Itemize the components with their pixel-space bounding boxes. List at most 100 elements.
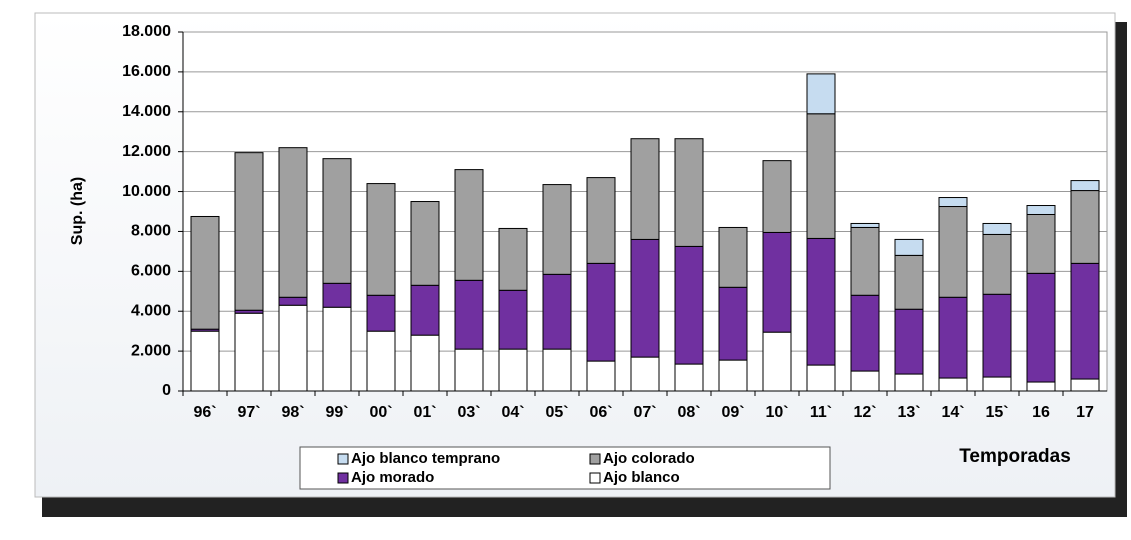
bar-segment	[630, 356, 660, 392]
y-tick-label: 0	[162, 382, 171, 399]
bar-segment	[1070, 378, 1100, 392]
bar-segment	[806, 237, 836, 366]
bar-segment	[850, 370, 880, 392]
bar-segment	[234, 152, 264, 311]
x-tick-label: 97`	[237, 404, 260, 421]
bar-segment	[322, 158, 352, 284]
bar-segment	[1026, 381, 1056, 392]
y-tick-label: 10.000	[122, 183, 171, 200]
bar-segment	[234, 312, 264, 392]
bar-segment	[894, 254, 924, 310]
bar-segment	[454, 348, 484, 392]
bar-segment	[278, 296, 308, 306]
x-tick-label: 01`	[413, 404, 436, 421]
y-tick-label: 16.000	[122, 63, 171, 80]
x-tick-label: 06`	[589, 404, 612, 421]
bar-segment	[894, 308, 924, 375]
bar-segment	[498, 289, 528, 350]
x-tick-label: 10`	[765, 404, 788, 421]
bar-segment	[718, 226, 748, 288]
bar-segment	[806, 113, 836, 239]
bar-segment	[586, 262, 616, 362]
bar-segment	[190, 215, 220, 330]
legend-swatch	[337, 453, 349, 465]
y-tick-label: 14.000	[122, 103, 171, 120]
legend	[299, 446, 831, 490]
bar-segment	[982, 222, 1012, 235]
x-tick-label: 00`	[369, 404, 392, 421]
y-tick-label: 12.000	[122, 143, 171, 160]
bar-segment	[1026, 272, 1056, 383]
bar-segment	[454, 169, 484, 281]
y-tick-label: 2.000	[131, 342, 171, 359]
bar-segment	[938, 377, 968, 392]
bar-segment	[894, 238, 924, 256]
legend-label: Ajo blanco	[603, 469, 680, 486]
bar-segment	[366, 294, 396, 332]
bar-segment	[938, 206, 968, 298]
x-tick-label: 16	[1032, 404, 1050, 421]
legend-label: Ajo morado	[351, 469, 434, 486]
y-tick-label: 4.000	[131, 302, 171, 319]
legend-swatch	[589, 472, 601, 484]
bar-segment	[674, 138, 704, 247]
bar-segment	[630, 238, 660, 358]
legend-label: Ajo colorado	[603, 450, 695, 467]
bar-segment	[498, 348, 528, 392]
x-tick-label: 08`	[677, 404, 700, 421]
bar-segment	[498, 227, 528, 291]
bar-segment	[674, 363, 704, 392]
x-tick-label: 96`	[193, 404, 216, 421]
x-tick-label: 03`	[457, 404, 480, 421]
bar-segment	[322, 282, 352, 308]
bar-segment	[674, 245, 704, 365]
bar-segment	[410, 334, 440, 392]
bar-segment	[586, 177, 616, 264]
bar-segment	[806, 73, 836, 115]
bar-segment	[278, 304, 308, 392]
x-tick-label: 11`	[810, 404, 832, 421]
bar-segment	[322, 306, 352, 392]
y-tick-label: 6.000	[131, 263, 171, 280]
bar-segment	[938, 197, 968, 208]
bar-segment	[718, 286, 748, 361]
legend-label: Ajo blanco temprano	[351, 450, 500, 467]
x-tick-label: 14`	[941, 404, 964, 421]
x-tick-label: 15`	[985, 404, 1008, 421]
legend-swatch	[589, 453, 601, 465]
bar-segment	[762, 160, 792, 233]
bar-segment	[1070, 262, 1100, 380]
x-tick-label: 09`	[721, 404, 744, 421]
bar-segment	[278, 147, 308, 298]
bar-segment	[542, 348, 572, 392]
x-tick-label: 12`	[853, 404, 876, 421]
bar-segment	[1070, 180, 1100, 192]
bar-segment	[894, 373, 924, 392]
y-tick-label: 18.000	[122, 23, 171, 40]
bar-segment	[366, 330, 396, 392]
bar-segment	[850, 226, 880, 296]
x-tick-label: 98`	[281, 404, 304, 421]
bar-segment	[982, 376, 1012, 392]
bar-segment	[542, 273, 572, 350]
bar-segment	[630, 138, 660, 240]
x-tick-label: 07`	[633, 404, 656, 421]
x-axis-title: Temporadas	[959, 446, 1071, 467]
bar-segment	[806, 364, 836, 392]
bar-segment	[718, 359, 748, 392]
bar-segment	[410, 201, 440, 286]
bar-segment	[586, 360, 616, 392]
bar-segment	[410, 284, 440, 336]
x-tick-label: 17	[1076, 404, 1094, 421]
x-tick-label: 13`	[897, 404, 920, 421]
x-tick-label: 99`	[325, 404, 348, 421]
bar-segment	[1026, 205, 1056, 215]
bar-segment	[190, 330, 220, 392]
bar-segment	[982, 233, 1012, 295]
bar-segment	[762, 231, 792, 333]
x-tick-label: 04`	[501, 404, 524, 421]
bar-segment	[1070, 190, 1100, 264]
bar-segment	[850, 222, 880, 228]
bar-segment	[938, 296, 968, 379]
bar-segment	[762, 331, 792, 392]
